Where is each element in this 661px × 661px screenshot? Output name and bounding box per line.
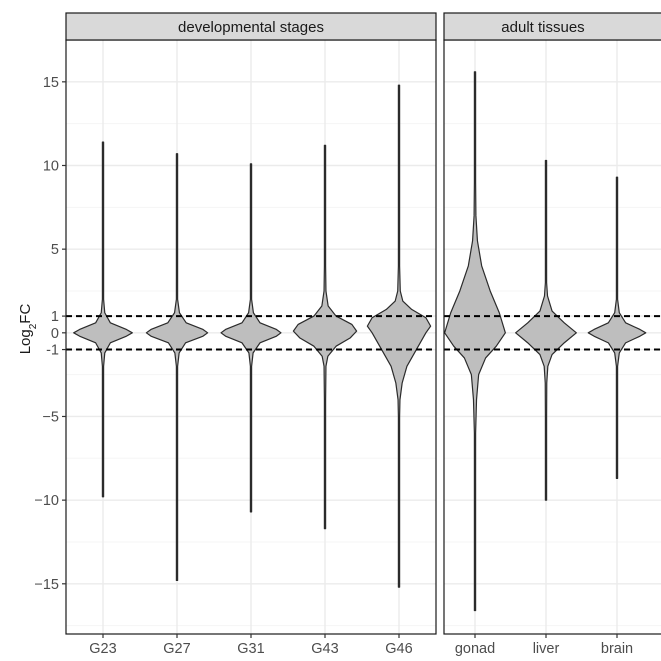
x-tick-label: G31 [237,641,264,656]
y-tick-label: 15 [43,75,59,91]
x-tick-label: G23 [89,641,116,656]
y-axis-label-subscript: 2 [28,323,39,329]
y-axis-label: Log2FC [17,304,39,355]
x-tick-label: gonad [455,641,495,656]
violin-G43 [292,144,358,530]
y-tick-label: −5 [42,409,59,425]
y-tick-label: −10 [34,493,59,509]
y-axis-label-tail: FC [17,304,34,324]
y-tick-label: 5 [51,242,59,258]
y-tick-label: −15 [34,577,59,593]
violin-liver [515,159,577,501]
panel-strip [65,12,437,41]
panel-strip [443,12,661,41]
violin-G31 [220,163,282,513]
violin-G27 [145,153,209,582]
x-tick-label: brain [601,641,633,656]
violin-brain [587,176,647,479]
violin-gonad [444,71,506,612]
y-tick-label: 10 [43,158,59,174]
x-tick-label: G46 [385,641,412,656]
strip-label: developmental stages [178,19,324,36]
x-tick-label: liver [533,641,560,656]
y-axis-label-main: Log [17,329,34,354]
y-tick-label: 0 [51,326,59,342]
y-tick-label: -1 [46,343,59,359]
strip-label: adult tissues [501,19,584,36]
violin-G46 [366,84,432,588]
x-tick-label: G27 [163,641,190,656]
y-tick-label: 1 [51,309,59,325]
violin-G23 [73,141,133,498]
x-tick-label: G43 [311,641,338,656]
